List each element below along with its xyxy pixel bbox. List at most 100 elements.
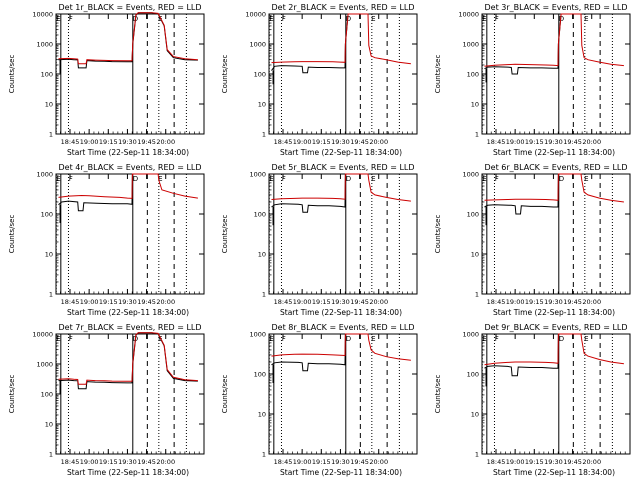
x-tick-label: 19:15 [99,138,118,146]
plot-frame [481,13,631,135]
event-label: E [482,335,486,343]
x-tick-label: 19:45 [350,298,369,306]
detector-panel-2: Det 2r_BLACK = Events, RED = LLD Counts/s… [213,0,426,160]
series-line-lld [484,173,624,203]
chart-svg: Det 3r_BLACK = Events, RED = LLD Counts/s… [434,3,631,157]
event-label: F [69,15,73,23]
event-label: D [133,175,138,183]
y-axis-label: Counts/sec [8,55,16,94]
event-label: E [269,175,273,183]
chart-svg: Det 9r_BLACK = Events, RED = LLD Counts/s… [434,323,631,477]
plot-frame [481,173,631,295]
chart-svg: Det 2r_BLACK = Events, RED = LLD Counts/s… [221,3,418,157]
plot-frame [55,173,205,295]
x-tick-label: 19:00 [506,458,525,466]
chart-title: Det 5r_BLACK = Events, RED = LLD [271,163,414,172]
series-line-lld [484,13,624,67]
x-tick-label: 18:45 [61,138,80,146]
event-label: E [56,175,60,183]
x-tick-label: 19:30 [331,458,350,466]
event-label: E [269,335,273,343]
chart-svg: Det 5r_BLACK = Events, RED = LLD Counts/s… [221,163,418,317]
y-tick-label: 10 [45,251,53,259]
series-line-events [58,332,198,390]
chart-title: Det 1r_BLACK = Events, RED = LLD [58,3,201,12]
x-tick-label: 19:45 [563,458,582,466]
chart-title: Det 9r_BLACK = Events, RED = LLD [484,323,627,332]
x-tick-label: 19:00 [293,138,312,146]
chart-title: Det 7r_BLACK = Events, RED = LLD [58,323,201,332]
x-tick-label: 19:30 [331,298,350,306]
y-tick-label: 1 [49,291,53,299]
x-tick-label: 19:45 [137,458,156,466]
x-tick-label: 18:45 [274,298,293,306]
chart-svg: Det 1r_BLACK = Events, RED = LLD Counts/s… [8,3,205,157]
y-tick-label: 10 [258,411,266,419]
plot-frame [268,173,418,295]
event-label: E [584,335,588,343]
x-tick-label: 19:15 [99,298,118,306]
x-tick-label: 19:30 [118,138,137,146]
x-tick-label: 18:45 [61,298,80,306]
x-tick-label: 18:45 [487,138,506,146]
series-line-lld [58,173,198,199]
chart-svg: Det 4r_BLACK = Events, RED = LLD Counts/s… [8,163,205,317]
x-tick-label: 19:30 [544,138,563,146]
y-tick-label: 10000 [458,11,479,19]
detector-panel-1: Det 1r_BLACK = Events, RED = LLD Counts/s… [0,0,213,160]
y-tick-label: 1000 [249,171,266,179]
y-tick-label: 10 [471,251,479,259]
y-tick-label: 1 [262,451,266,459]
event-label: D [346,15,351,23]
event-label: D [346,175,351,183]
x-tick-label: 20:00 [156,298,175,306]
y-tick-label: 1000 [462,171,479,179]
y-tick-label: 1000 [36,361,53,369]
plot-frame [481,333,631,455]
event-label: F [69,175,73,183]
y-tick-label: 10000 [32,11,53,19]
x-tick-label: 20:00 [582,298,601,306]
y-axis-label: Counts/sec [434,55,442,94]
y-tick-label: 1000 [462,41,479,49]
x-tick-label: 19:15 [312,298,331,306]
x-tick-label: 19:15 [525,458,544,466]
x-tick-label: 19:00 [80,138,99,146]
y-tick-label: 10 [258,251,266,259]
detector-panel-3: Det 3r_BLACK = Events, RED = LLD Counts/s… [426,0,639,160]
y-tick-label: 10000 [245,11,266,19]
x-tick-label: 19:00 [293,298,312,306]
x-tick-label: 19:30 [118,298,137,306]
x-tick-label: 20:00 [156,458,175,466]
y-axis-label: Counts/sec [8,375,16,414]
y-tick-label: 1 [262,131,266,139]
y-axis-label: Counts/sec [8,215,16,254]
x-tick-label: 19:15 [99,458,118,466]
y-tick-label: 100 [41,391,53,399]
y-tick-label: 100 [467,371,479,379]
y-tick-label: 100 [41,71,53,79]
x-axis-label: Start Time (22-Sep-11 18:34:00) [493,148,615,157]
y-axis-label: Counts/sec [434,215,442,254]
event-label: F [282,15,286,23]
event-label: F [69,335,73,343]
x-tick-label: 19:15 [312,138,331,146]
y-tick-label: 100 [254,71,266,79]
x-tick-label: 18:45 [487,298,506,306]
series-line-lld [58,12,198,65]
y-tick-label: 10 [45,101,53,109]
event-label: E [371,15,375,23]
event-label: E [158,175,162,183]
series-line-lld [271,333,411,361]
y-tick-label: 100 [467,211,479,219]
x-tick-label: 19:00 [293,458,312,466]
plot-frame [55,13,205,135]
y-tick-label: 1 [475,131,479,139]
x-tick-label: 18:45 [274,138,293,146]
y-tick-label: 100 [254,211,266,219]
x-tick-label: 19:00 [506,298,525,306]
chart-svg: Det 8r_BLACK = Events, RED = LLD Counts/s… [221,323,418,477]
x-tick-label: 19:15 [525,298,544,306]
x-axis-label: Start Time (22-Sep-11 18:34:00) [280,468,402,477]
y-tick-label: 10 [471,411,479,419]
